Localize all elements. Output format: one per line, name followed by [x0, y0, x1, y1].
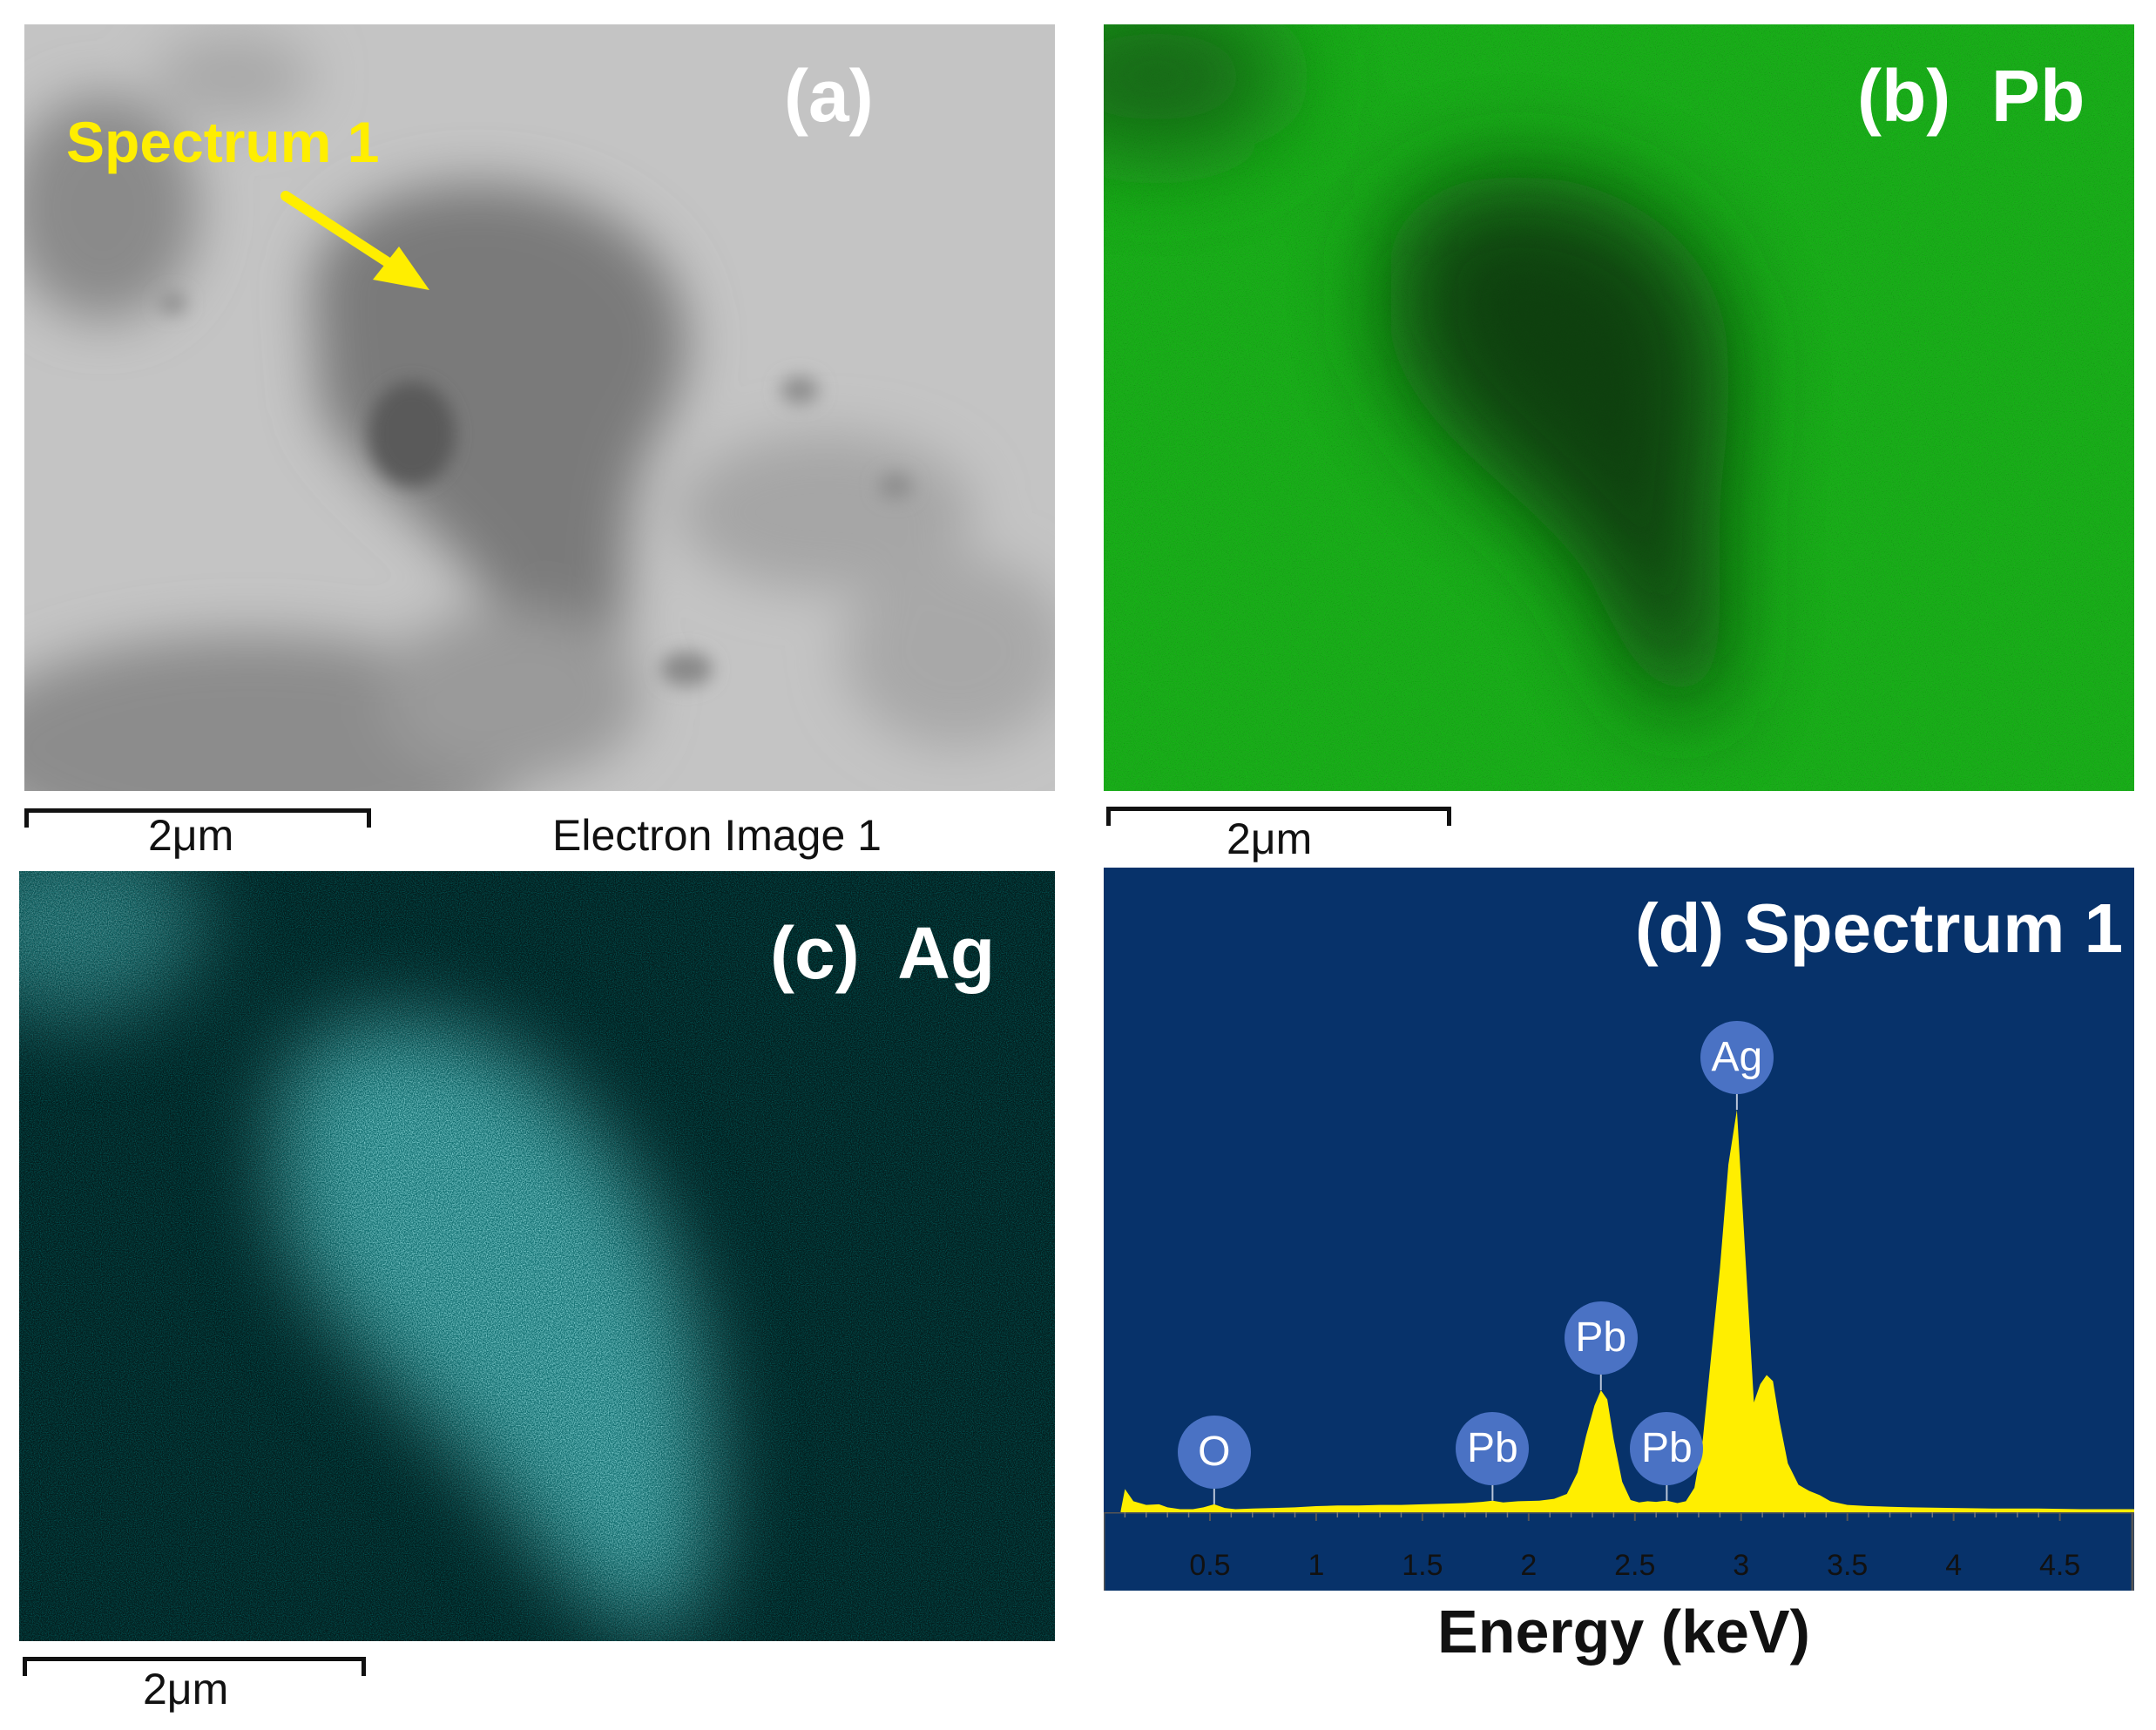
ag-map-panel: (c) Ag — [19, 871, 1055, 1641]
pb-map-panel: (b) Pb — [1104, 24, 2134, 791]
peak-label-o: O — [1177, 1415, 1251, 1489]
x-axis — [1104, 1512, 2134, 1591]
spectrum-panel: (d) Spectrum 1 O Pb Pb Pb Ag — [1104, 868, 2134, 1591]
electron-image-caption: Electron Image 1 — [552, 811, 882, 860]
scale-bar-c — [23, 1657, 366, 1676]
x-tick-label: 2.5 — [1614, 1549, 1656, 1582]
x-tick-label: 0.5 — [1189, 1549, 1231, 1582]
x-tick-label: 1 — [1308, 1549, 1325, 1582]
x-axis-title: Energy (keV) — [1437, 1598, 1810, 1666]
scale-bar-b — [1106, 807, 1451, 826]
panel-d-label: (d) Spectrum 1 — [1635, 889, 2124, 967]
scale-label-a: 2μm — [148, 811, 234, 860]
x-tick-label: 2 — [1520, 1549, 1538, 1582]
scale-bar-a — [24, 808, 371, 828]
x-tick-label: 4 — [1945, 1549, 1963, 1582]
x-tick-label: 3 — [1733, 1549, 1750, 1582]
spectrum-chart — [1120, 1092, 2134, 1512]
peak-marker-lines — [1213, 1092, 1738, 1504]
peak-label-pb: Pb — [1456, 1411, 1530, 1485]
x-tick-label: 1.5 — [1402, 1549, 1443, 1582]
panel-b-label: (b) Pb — [1857, 55, 2085, 137]
scale-label-b: 2μm — [1227, 814, 1313, 863]
peak-label-pb: Pb — [1564, 1301, 1638, 1375]
x-tick-label: 4.5 — [2038, 1549, 2081, 1582]
electron-image-panel: (a) Spectrum 1 — [24, 24, 1055, 791]
scale-label-c: 2μm — [143, 1665, 229, 1713]
spectrum-area — [1120, 1110, 2134, 1512]
ag-map-image — [19, 871, 1055, 1641]
panel-a-label: (a) — [784, 55, 874, 137]
electron-image — [24, 24, 1055, 791]
arrow-icon — [280, 191, 429, 290]
spectrum-1-annotation: Spectrum 1 — [66, 110, 380, 174]
x-tick-label: 3.5 — [1827, 1549, 1869, 1582]
pb-map-image — [1104, 24, 2134, 791]
peak-label-pb: Pb — [1630, 1411, 1704, 1485]
peak-label-ag: Ag — [1700, 1021, 1774, 1094]
panel-c-label: (c) Ag — [770, 912, 996, 994]
